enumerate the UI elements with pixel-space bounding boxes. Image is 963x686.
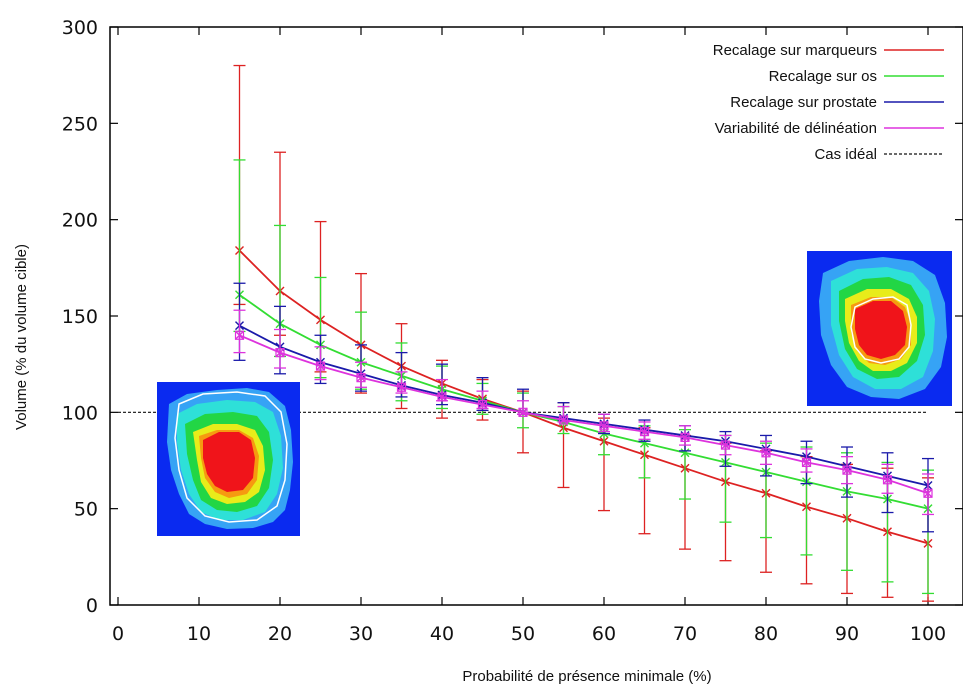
data-point (882, 475, 893, 485)
data-point (639, 427, 650, 437)
series-layer (233, 64, 934, 602)
legend-item: Recalage sur marqueurs (713, 42, 944, 59)
y-tick-label: 50 (74, 499, 98, 521)
data-point (437, 392, 447, 402)
series-line (239, 334, 929, 495)
series-variabilite-de-delineation (233, 309, 934, 516)
data-point (680, 448, 690, 458)
data-point (356, 373, 366, 383)
legend-label: Cas idéal (814, 146, 877, 163)
legend-item: Recalage sur os (769, 68, 944, 85)
data-point (558, 415, 569, 425)
series-line (238, 294, 929, 510)
legend-item: Recalage sur prostate (730, 94, 944, 111)
data-point (680, 432, 690, 442)
y-tick-label: 200 (62, 210, 98, 232)
x-tick-label: 70 (673, 623, 697, 645)
x-tick-label: 50 (511, 623, 535, 645)
x-tick-label: 90 (835, 623, 859, 645)
data-point (761, 448, 771, 458)
legend: Recalage sur marqueurs Recalage sur os Rec… (713, 42, 944, 163)
y-tick-label: 100 (62, 402, 98, 424)
dose-map-right (807, 251, 952, 406)
legend-label: Recalage sur marqueurs (713, 42, 877, 59)
legend-item: Cas idéal (814, 146, 944, 163)
legend-label: Recalage sur os (769, 68, 877, 85)
y-tick-label: 0 (86, 595, 98, 617)
x-tick-label: 100 (910, 623, 946, 645)
data-point (720, 440, 731, 450)
x-tick-label: 40 (430, 623, 454, 645)
x-tick-label: 10 (187, 623, 211, 645)
data-point (640, 438, 649, 448)
data-point (315, 361, 326, 371)
x-tick-label: 0 (112, 623, 124, 645)
legend-item: Variabilité de délinéation (715, 120, 944, 137)
y-tick-label: 250 (62, 113, 98, 135)
data-point (477, 400, 488, 410)
x-axis-title: Probabilité de présence minimale (%) (462, 668, 711, 685)
y-tick-label: 300 (62, 17, 98, 39)
series-line (239, 324, 929, 487)
x-tick-label: 30 (349, 623, 373, 645)
data-point (275, 348, 285, 358)
legend-label: Recalage sur prostate (730, 94, 877, 111)
y-tick-label: 150 (62, 306, 98, 328)
data-point (842, 465, 852, 475)
data-point (234, 330, 245, 340)
legend-label: Variabilité de délinéation (715, 120, 877, 137)
x-axis-ticks: 0 10 20 30 40 50 60 70 80 90 100 (112, 27, 946, 645)
series-line (238, 249, 929, 545)
data-point (518, 407, 528, 417)
y-axis-ticks: 0 50 100 150 200 250 300 (62, 17, 963, 617)
data-point (599, 421, 609, 431)
x-tick-label: 20 (268, 623, 292, 645)
data-point (801, 457, 812, 468)
x-tick-label: 80 (754, 623, 778, 645)
data-point (923, 488, 933, 498)
dose-map-left (157, 382, 300, 536)
y-axis-title: Volume (% du volume cible) (13, 244, 30, 430)
data-point (396, 382, 407, 392)
x-tick-label: 60 (592, 623, 616, 645)
